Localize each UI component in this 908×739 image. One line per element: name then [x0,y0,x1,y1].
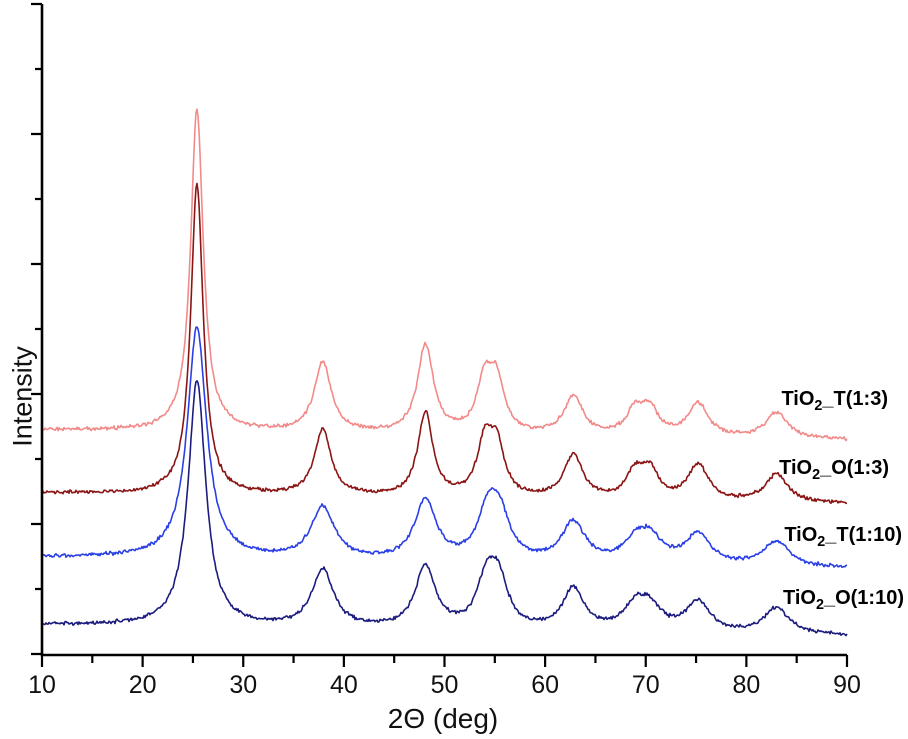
axes-group [31,2,849,667]
x-tick-label-30: 30 [229,671,257,699]
x-tick-label-80: 80 [732,671,760,699]
series-trace-TiO2_O(1:10) [41,380,848,637]
x-tick-label-50: 50 [431,671,459,699]
x-axis-title: 2Θ (deg) [387,703,499,734]
legend-label-TiO2_T(1:3): TiO2_T(1:3) [781,388,888,414]
series-trace-TiO2_T(1:10) [41,326,848,569]
x-tick-label-70: 70 [632,671,660,699]
legend-label-TiO2_O(1:10): TiO2_O(1:10) [782,587,904,613]
axis-ticks [31,2,849,667]
series-trace-TiO2_O(1:3) [41,182,847,505]
traces-group [41,108,848,637]
x-tick-label-10: 10 [28,671,56,699]
legend-label-TiO2_T(1:10): TiO2_T(1:10) [784,524,902,550]
x-tick-label-60: 60 [531,671,559,699]
legend-label-TiO2_O(1:3): TiO2_O(1:3) [779,457,889,483]
x-tick-label-90: 90 [833,671,861,699]
x-tick-label-20: 20 [129,671,157,699]
x-tick-label-40: 40 [330,671,358,699]
series-trace-TiO2_T(1:3) [41,108,848,442]
y-axis-title: Intensity [7,346,38,447]
x-tick-labels: 10 20 30 40 50 60 70 80 90 [28,671,861,699]
